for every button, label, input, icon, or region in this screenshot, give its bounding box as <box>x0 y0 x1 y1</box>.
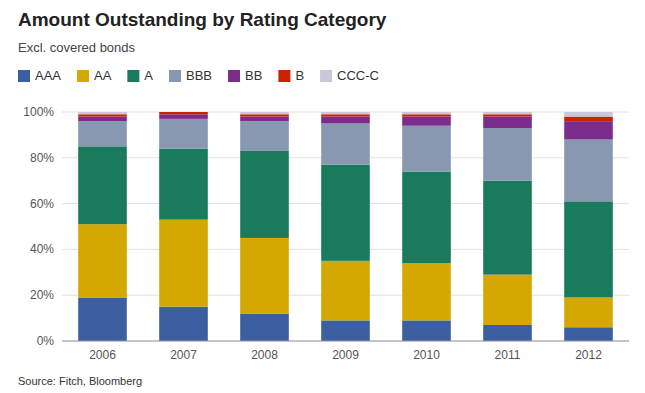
bar-segment <box>564 112 613 117</box>
bars <box>78 112 613 341</box>
legend-label: A <box>144 68 153 83</box>
y-tick-label: 40% <box>30 242 54 256</box>
bar-segment <box>402 114 451 116</box>
bar-segment <box>78 121 127 146</box>
bar-segment <box>240 314 289 341</box>
bar-segment <box>159 119 208 149</box>
bar-segment <box>402 172 451 264</box>
bar-segment <box>402 112 451 114</box>
bar-segment <box>159 112 208 113</box>
legend-swatch <box>278 70 290 82</box>
bar-segment <box>564 121 613 139</box>
bar-segment <box>483 117 532 128</box>
bar-segment <box>321 165 370 261</box>
bar-segment <box>78 112 127 114</box>
title: Amount Outstanding by Rating Category <box>18 9 387 30</box>
bar-segment <box>564 201 613 297</box>
bar-segment <box>483 114 532 116</box>
x-tick-label: 2007 <box>170 348 197 362</box>
bar-segment <box>564 327 613 341</box>
bar-segment <box>402 263 451 320</box>
bar-segment <box>78 114 127 116</box>
bar-segment <box>321 320 370 341</box>
bar-segment <box>159 149 208 220</box>
x-tick-label: 2006 <box>89 348 116 362</box>
y-tick-label: 80% <box>30 151 54 165</box>
bar-segment <box>321 112 370 114</box>
legend-label: CCC-C <box>337 68 379 83</box>
legend-swatch <box>320 70 332 82</box>
x-tick-label: 2009 <box>332 348 359 362</box>
legend-swatch <box>169 70 181 82</box>
bar-segment <box>240 117 289 122</box>
bar-segment <box>564 139 613 201</box>
bar-segment <box>402 117 451 126</box>
bar-segment <box>483 128 532 181</box>
legend-label: B <box>295 68 304 83</box>
bar-segment <box>159 220 208 307</box>
x-tick-label: 2010 <box>413 348 440 362</box>
x-tick-label: 2011 <box>495 348 521 362</box>
y-tick-label: 20% <box>30 288 54 302</box>
bar-segment <box>78 117 127 122</box>
legend-swatch <box>18 70 30 82</box>
legend-label: AA <box>94 68 112 83</box>
legend-label: BB <box>245 68 262 83</box>
bar-segment <box>159 307 208 341</box>
x-tick-label: 2012 <box>575 348 602 362</box>
bar-segment <box>78 297 127 341</box>
x-axis: 2006 2007 2008 2009 2010 2011 2012 <box>62 341 629 362</box>
bar-segment <box>321 117 370 124</box>
bar-segment <box>240 112 289 114</box>
bar-segment <box>402 126 451 172</box>
legend-swatch <box>127 70 139 82</box>
legend-swatch <box>77 70 89 82</box>
bar-segment <box>321 114 370 116</box>
bar-segment <box>564 297 613 327</box>
bar-segment <box>483 325 532 341</box>
bar-segment <box>321 123 370 164</box>
y-tick-label: 0% <box>37 334 55 348</box>
chart: Amount Outstanding by Rating Category Exc… <box>0 0 645 393</box>
bar-segment <box>483 181 532 275</box>
bar-segment <box>483 112 532 114</box>
subtitle: Excl. covered bonds <box>18 40 136 55</box>
bar-segment <box>159 114 208 119</box>
bar-segment <box>240 151 289 238</box>
bar-segment <box>240 121 289 151</box>
bar-segment <box>78 224 127 297</box>
legend-swatch <box>228 70 240 82</box>
grid-line <box>62 341 629 342</box>
legend: AAAAAABBBBBBCCC-C <box>18 68 379 83</box>
y-axis: 0% 20% 40% 60% 80% 100% <box>23 105 629 348</box>
bar-segment <box>402 320 451 341</box>
bar-segment <box>321 261 370 321</box>
legend-label: BBB <box>186 68 212 83</box>
bar-segment <box>240 114 289 116</box>
bar-segment <box>159 112 208 114</box>
bar-segment <box>240 238 289 314</box>
source: Source: Fitch, Bloomberg <box>18 375 142 387</box>
x-tick-label: 2008 <box>251 348 278 362</box>
y-tick-label: 100% <box>23 105 54 119</box>
bar-segment <box>483 275 532 325</box>
bar-segment <box>78 146 127 224</box>
x-axis-line <box>62 341 629 342</box>
y-tick-label: 60% <box>30 197 54 211</box>
legend-label: AAA <box>35 68 61 83</box>
bar-segment <box>564 117 613 122</box>
